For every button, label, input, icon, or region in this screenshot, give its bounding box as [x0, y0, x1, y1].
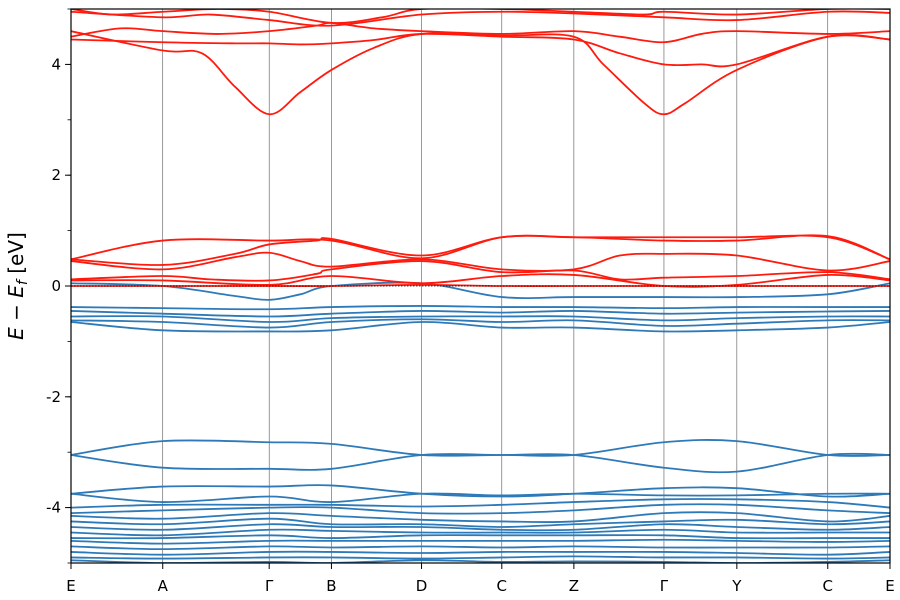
valence-band-20 — [71, 555, 890, 560]
y-axis: -4 -2 0 2 4 — [46, 8, 71, 564]
valence-band-10 — [71, 498, 890, 509]
conduction-band-2 — [71, 21, 890, 44]
x-tick-label: C — [823, 577, 833, 595]
valence-band-9 — [71, 492, 890, 503]
x-tick-label: Z — [569, 577, 579, 595]
conduction-band-8 — [71, 260, 890, 282]
valence-band-15 — [71, 528, 890, 537]
x-tick-label: Y — [731, 577, 742, 595]
x-tick-label: B — [326, 577, 336, 595]
x-tick-label: A — [158, 577, 169, 595]
valence-band-1 — [71, 305, 890, 311]
y-tick-label: -4 — [46, 499, 61, 517]
y-axis-label: E − Ef [eV] — [4, 232, 31, 340]
conduction-band-6 — [71, 234, 890, 261]
conduction-band-7 — [71, 251, 890, 272]
y-tick-label: -2 — [46, 388, 61, 406]
valence-band-3 — [71, 315, 890, 323]
valence-band-16 — [71, 534, 890, 540]
bands — [71, 9, 890, 563]
y-tick-label: 4 — [51, 55, 61, 73]
y-tick-label: 2 — [51, 166, 61, 184]
conduction-band-3 — [71, 10, 890, 27]
x-tick-label: C — [497, 577, 507, 595]
x-tick-label: E — [885, 577, 894, 595]
conduction-band-5 — [71, 234, 890, 266]
y-tick-label: 0 — [51, 277, 61, 295]
conduction-band-9 — [71, 273, 890, 288]
valence-band-8 — [71, 484, 890, 498]
conduction-band-1 — [71, 30, 890, 116]
x-tick-label: E — [66, 577, 75, 595]
valence-band-18 — [71, 545, 890, 551]
valence-band-11 — [71, 503, 890, 515]
valence-band-2 — [71, 310, 890, 318]
x-tick-label: Γ — [660, 577, 669, 595]
valence-band-17 — [71, 538, 890, 545]
valence-band-12 — [71, 511, 890, 524]
x-tick-label: D — [416, 577, 428, 595]
conduction-band-10 — [71, 283, 890, 287]
valence-band-4 — [71, 318, 890, 329]
conduction-band-4 — [71, 9, 890, 24]
valence-band-13 — [71, 517, 890, 528]
valence-band-19 — [71, 550, 890, 556]
valence-band-5 — [71, 321, 890, 333]
valence-band-14 — [71, 523, 890, 532]
x-tick-label: Γ — [265, 577, 274, 595]
valence-band-7 — [71, 452, 890, 474]
